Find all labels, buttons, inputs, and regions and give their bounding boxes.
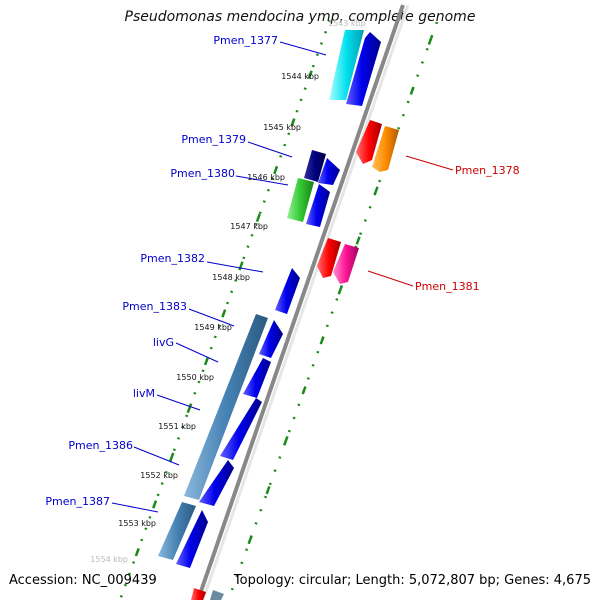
label-livm[interactable]: livM xyxy=(133,387,155,400)
label-pmen-1387[interactable]: Pmen_1387 xyxy=(45,495,110,508)
gene-features xyxy=(158,30,399,600)
scale-label: 1551 kbp xyxy=(158,422,196,431)
major-tick xyxy=(319,336,325,345)
major-tick xyxy=(290,118,296,127)
right-tick-track xyxy=(230,21,439,591)
major-tick xyxy=(301,386,307,395)
gene-steel-long-2[interactable] xyxy=(158,502,196,560)
gene-pmen-1379-outer[interactable] xyxy=(304,150,326,182)
gene-pmen-1380-outer[interactable] xyxy=(287,178,314,222)
scale-label: 1546 kbp xyxy=(247,173,285,182)
scale-label: 1552 kbp xyxy=(140,471,178,480)
scale-label: 1549 kbp xyxy=(194,323,232,332)
scale-label: 1545 kbp xyxy=(263,123,301,132)
gene-pmen-1381-a[interactable] xyxy=(317,238,341,278)
svg-text:1543 kbp: 1543 kbp xyxy=(328,19,366,28)
label-pmen-1382[interactable]: Pmen_1382 xyxy=(140,252,205,265)
gene-pmen-1383[interactable] xyxy=(259,320,283,358)
gene-pmen-1380-inner[interactable] xyxy=(306,184,330,227)
scale-label: 1547 kbp xyxy=(230,222,268,231)
major-tick xyxy=(221,309,227,318)
svg-text:1554 kbp: 1554 kbp xyxy=(90,555,128,564)
gene-steel-long-1[interactable] xyxy=(184,314,268,500)
scale-label: 1548 kbp xyxy=(212,273,250,282)
gene-livm[interactable] xyxy=(220,398,262,460)
backbone-highlight xyxy=(201,4,410,600)
label-pmen-1380[interactable]: Pmen_1380 xyxy=(170,167,235,180)
label-pmen-1379[interactable]: Pmen_1379 xyxy=(181,133,246,146)
gene-livg[interactable] xyxy=(243,358,271,398)
scale-labels: 1544 kbp 1545 kbp 1546 kbp 1547 kbp 1548… xyxy=(118,72,319,528)
gene-pmen-1378-b[interactable] xyxy=(372,126,399,172)
major-tick xyxy=(169,452,175,461)
major-tick xyxy=(355,236,361,245)
scale-label: 1544 kbp xyxy=(281,72,319,81)
accession-text: Accession: NC_009439 xyxy=(9,573,157,588)
gene-pmen-1381-b[interactable] xyxy=(333,244,359,284)
label-pmen-1377[interactable]: Pmen_1377 xyxy=(213,34,278,47)
gene-bottom-red[interactable] xyxy=(191,588,206,600)
map-title: Pseudomonas mendocina ymp, complete geno… xyxy=(124,9,476,25)
label-livg[interactable]: livG xyxy=(153,336,174,349)
label-pmen-1378[interactable]: Pmen_1378 xyxy=(455,164,520,177)
gene-pmen-1382[interactable] xyxy=(275,268,300,314)
backbone xyxy=(196,4,405,600)
gene-pmen-1377-inner[interactable] xyxy=(346,32,381,106)
gene-pmen-1379-inner[interactable] xyxy=(318,158,340,185)
major-tick xyxy=(337,286,343,295)
label-pmen-1381[interactable]: Pmen_1381 xyxy=(415,280,480,293)
left-gene-labels: Pmen_1377 Pmen_1379 Pmen_1380 Pmen_1382 … xyxy=(45,34,278,508)
gene-bottom-steel[interactable] xyxy=(210,590,224,600)
major-tick xyxy=(409,86,415,95)
gene-pmen-1378-a[interactable] xyxy=(356,120,382,164)
major-tick xyxy=(203,356,210,366)
label-pmen-1383[interactable]: Pmen_1383 xyxy=(122,300,187,313)
label-pmen-1386[interactable]: Pmen_1386 xyxy=(68,439,133,452)
gene-pmen-1377-outer[interactable] xyxy=(329,30,364,100)
left-label-connectors xyxy=(111,41,327,513)
major-tick xyxy=(265,485,271,495)
right-label-connectors xyxy=(367,155,454,287)
right-gene-labels: Pmen_1378 Pmen_1381 xyxy=(415,164,520,293)
gene-pmen-1387[interactable] xyxy=(176,510,208,568)
major-tick xyxy=(273,165,279,175)
major-tick xyxy=(152,500,158,509)
genome-summary-text: Topology: circular; Length: 5,072,807 bp… xyxy=(233,573,591,588)
major-tick xyxy=(283,436,289,445)
major-tick xyxy=(247,535,253,545)
gene-pmen-1386[interactable] xyxy=(199,460,234,506)
major-tick xyxy=(255,213,261,223)
major-tick xyxy=(373,186,379,195)
major-tick xyxy=(134,548,140,557)
major-tick xyxy=(307,70,313,79)
scale-label: 1553 kbp xyxy=(118,519,156,528)
major-tick xyxy=(427,36,433,45)
scale-label: 1550 kbp xyxy=(176,373,214,382)
